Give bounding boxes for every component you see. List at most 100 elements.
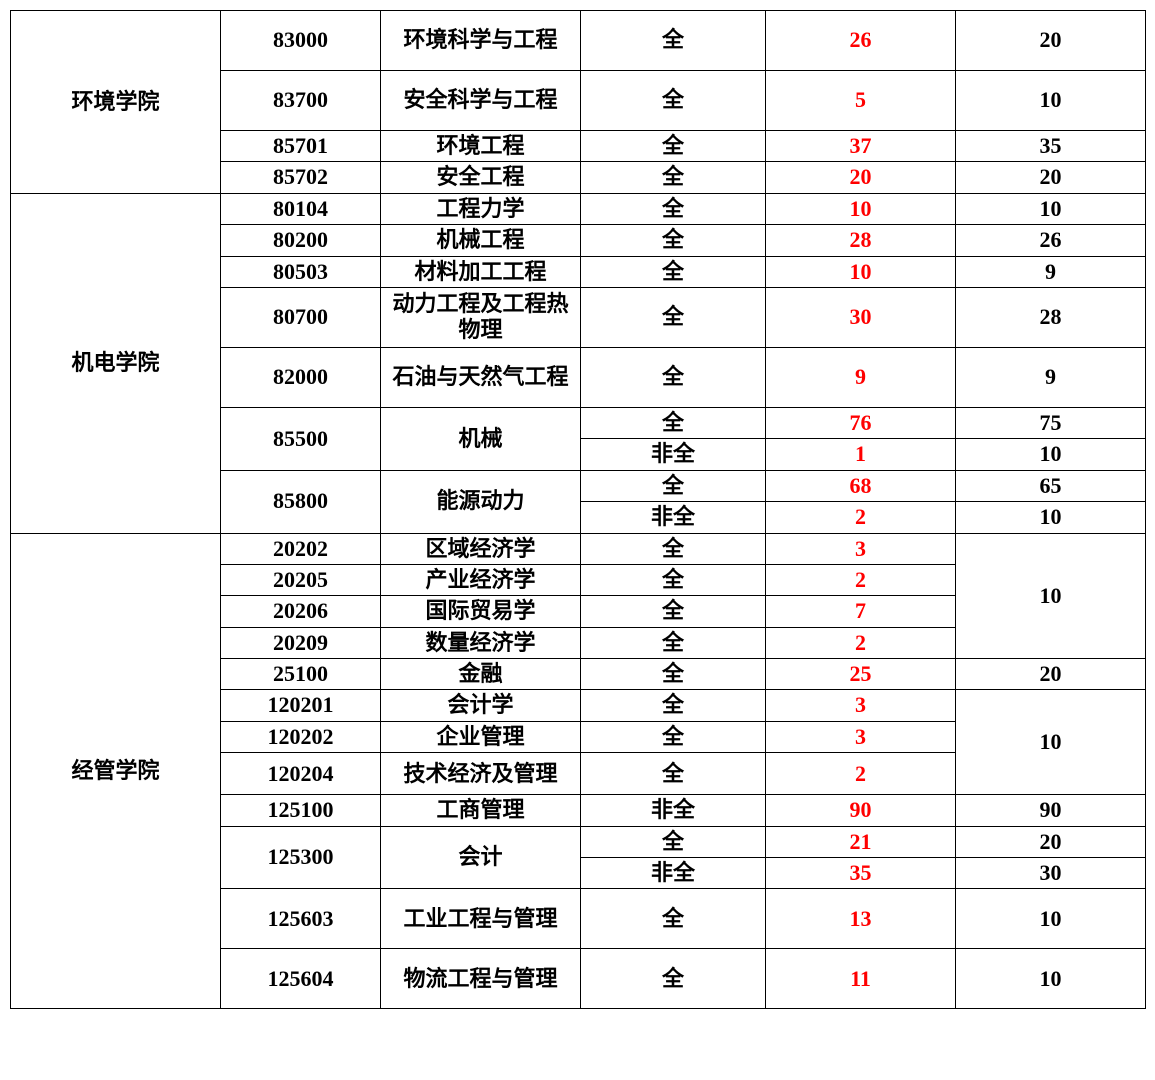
- table-row: 环境学院83000环境科学与工程全2620: [11, 11, 1146, 71]
- major-cell: 数量经济学: [381, 627, 581, 658]
- col-b-cell: 10: [956, 949, 1146, 1009]
- col-a-cell: 5: [766, 71, 956, 131]
- major-cell: 区域经济学: [381, 533, 581, 564]
- major-cell: 会计学: [381, 690, 581, 721]
- col-b-cell: 90: [956, 795, 1146, 826]
- code-cell: 125603: [221, 889, 381, 949]
- col-b-cell: 10: [956, 439, 1146, 470]
- code-cell: 120201: [221, 690, 381, 721]
- type-cell: 全: [581, 287, 766, 347]
- type-cell: 全: [581, 564, 766, 595]
- major-cell: 机械工程: [381, 225, 581, 256]
- type-cell: 全: [581, 256, 766, 287]
- type-cell: 非全: [581, 858, 766, 889]
- type-cell: 全: [581, 949, 766, 1009]
- type-cell: 非全: [581, 795, 766, 826]
- code-cell: 125300: [221, 826, 381, 889]
- col-a-cell: 7: [766, 596, 956, 627]
- major-cell: 工业工程与管理: [381, 889, 581, 949]
- major-cell: 工程力学: [381, 193, 581, 224]
- col-a-cell: 2: [766, 502, 956, 533]
- col-a-cell: 20: [766, 162, 956, 193]
- col-a-cell: 76: [766, 407, 956, 438]
- code-cell: 83700: [221, 71, 381, 131]
- code-cell: 80503: [221, 256, 381, 287]
- col-b-cell: 9: [956, 347, 1146, 407]
- code-cell: 80200: [221, 225, 381, 256]
- code-cell: 20202: [221, 533, 381, 564]
- col-b-cell: 10: [956, 889, 1146, 949]
- col-a-cell: 90: [766, 795, 956, 826]
- col-b-cell: 20: [956, 826, 1146, 857]
- col-a-cell: 3: [766, 721, 956, 752]
- code-cell: 125604: [221, 949, 381, 1009]
- col-a-cell: 1: [766, 439, 956, 470]
- code-cell: 82000: [221, 347, 381, 407]
- major-cell: 工商管理: [381, 795, 581, 826]
- major-cell: 产业经济学: [381, 564, 581, 595]
- code-cell: 85800: [221, 470, 381, 533]
- col-a-cell: 30: [766, 287, 956, 347]
- col-b-cell: 20: [956, 11, 1146, 71]
- col-b-cell: 9: [956, 256, 1146, 287]
- col-a-cell: 2: [766, 753, 956, 795]
- col-a-cell: 37: [766, 131, 956, 162]
- code-cell: 120202: [221, 721, 381, 752]
- type-cell: 全: [581, 225, 766, 256]
- major-cell: 材料加工工程: [381, 256, 581, 287]
- type-cell: 全: [581, 407, 766, 438]
- col-a-cell: 3: [766, 533, 956, 564]
- code-cell: 125100: [221, 795, 381, 826]
- col-a-cell: 9: [766, 347, 956, 407]
- col-b-cell: 10: [956, 690, 1146, 795]
- col-b-cell: 10: [956, 193, 1146, 224]
- col-b-cell: 20: [956, 659, 1146, 690]
- type-cell: 非全: [581, 502, 766, 533]
- code-cell: 20206: [221, 596, 381, 627]
- col-a-cell: 10: [766, 256, 956, 287]
- col-a-cell: 26: [766, 11, 956, 71]
- code-cell: 85500: [221, 407, 381, 470]
- col-a-cell: 2: [766, 627, 956, 658]
- type-cell: 全: [581, 71, 766, 131]
- school-cell: 环境学院: [11, 11, 221, 194]
- type-cell: 全: [581, 659, 766, 690]
- school-cell: 经管学院: [11, 533, 221, 1009]
- type-cell: 全: [581, 627, 766, 658]
- col-a-cell: 68: [766, 470, 956, 501]
- col-b-cell: 26: [956, 225, 1146, 256]
- col-b-cell: 10: [956, 533, 1146, 659]
- major-cell: 环境工程: [381, 131, 581, 162]
- type-cell: 全: [581, 162, 766, 193]
- code-cell: 80104: [221, 193, 381, 224]
- col-b-cell: 28: [956, 287, 1146, 347]
- type-cell: 全: [581, 11, 766, 71]
- col-a-cell: 13: [766, 889, 956, 949]
- type-cell: 全: [581, 690, 766, 721]
- code-cell: 120204: [221, 753, 381, 795]
- major-cell: 环境科学与工程: [381, 11, 581, 71]
- col-a-cell: 28: [766, 225, 956, 256]
- type-cell: 全: [581, 131, 766, 162]
- type-cell: 非全: [581, 439, 766, 470]
- type-cell: 全: [581, 889, 766, 949]
- code-cell: 83000: [221, 11, 381, 71]
- major-cell: 物流工程与管理: [381, 949, 581, 1009]
- major-cell: 能源动力: [381, 470, 581, 533]
- type-cell: 全: [581, 721, 766, 752]
- type-cell: 全: [581, 470, 766, 501]
- col-b-cell: 10: [956, 71, 1146, 131]
- col-a-cell: 35: [766, 858, 956, 889]
- type-cell: 全: [581, 826, 766, 857]
- col-b-cell: 10: [956, 502, 1146, 533]
- major-cell: 金融: [381, 659, 581, 690]
- col-a-cell: 21: [766, 826, 956, 857]
- type-cell: 全: [581, 193, 766, 224]
- col-b-cell: 65: [956, 470, 1146, 501]
- table-row: 机电学院80104工程力学全1010: [11, 193, 1146, 224]
- major-cell: 安全工程: [381, 162, 581, 193]
- school-cell: 机电学院: [11, 193, 221, 533]
- col-b-cell: 35: [956, 131, 1146, 162]
- col-a-cell: 11: [766, 949, 956, 1009]
- major-cell: 动力工程及工程热物理: [381, 287, 581, 347]
